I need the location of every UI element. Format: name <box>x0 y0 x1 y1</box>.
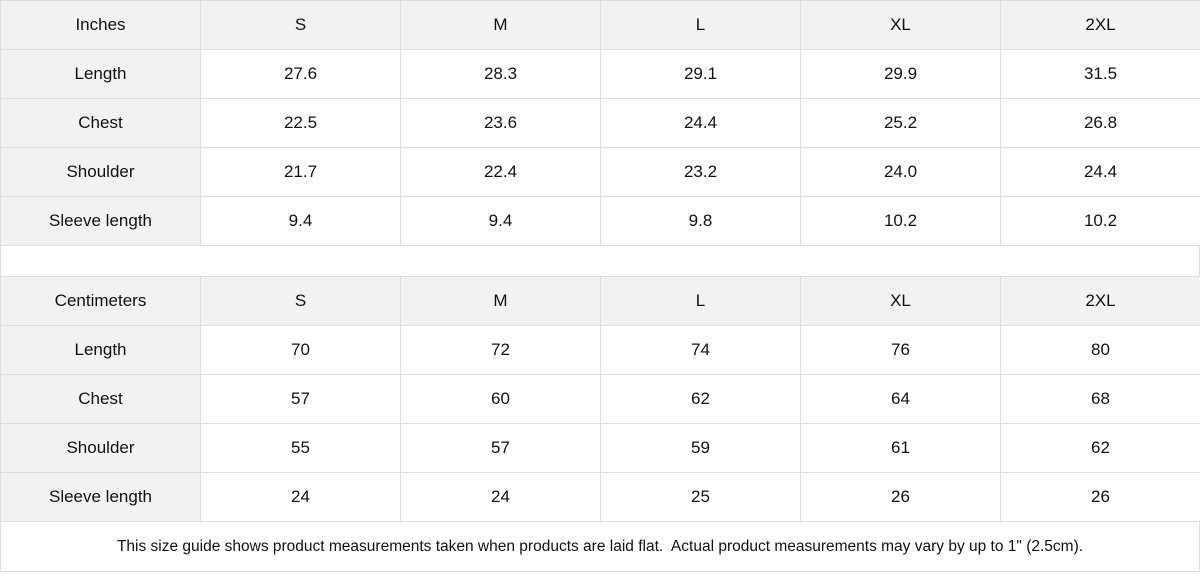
measurement-cell: 60 <box>400 374 601 424</box>
table-row: Shoulder 21.7 22.4 23.2 24.0 24.4 <box>0 147 1200 197</box>
measurement-cell: 61 <box>800 423 1001 473</box>
measurement-cell: 9.4 <box>400 196 601 246</box>
measurement-cell: 76 <box>800 325 1001 375</box>
size-header: M <box>400 0 601 50</box>
size-guide-note: This size guide shows product measuremen… <box>0 522 1200 572</box>
measurement-cell: 28.3 <box>400 49 601 99</box>
unit-header: Centimeters <box>0 276 201 326</box>
measurement-cell: 23.6 <box>400 98 601 148</box>
table-row: Sleeve length 24 24 25 26 26 <box>0 472 1200 522</box>
measurement-cell: 70 <box>200 325 401 375</box>
measurement-cell: 22.4 <box>400 147 601 197</box>
measurement-cell: 10.2 <box>1000 196 1200 246</box>
size-header: M <box>400 276 601 326</box>
measurement-cell: 26 <box>1000 472 1200 522</box>
measurement-cell: 23.2 <box>600 147 801 197</box>
measurement-cell: 26.8 <box>1000 98 1200 148</box>
measurement-cell: 9.4 <box>200 196 401 246</box>
measurement-cell: 24.0 <box>800 147 1001 197</box>
measurement-cell: 57 <box>400 423 601 473</box>
measurement-cell: 68 <box>1000 374 1200 424</box>
measurement-cell: 24.4 <box>600 98 801 148</box>
unit-header: Inches <box>0 0 201 50</box>
size-header: L <box>600 0 801 50</box>
measurement-cell: 55 <box>200 423 401 473</box>
measurement-cell: 24 <box>200 472 401 522</box>
table-row: Shoulder 55 57 59 61 62 <box>0 423 1200 473</box>
table-row: Length 27.6 28.3 29.1 29.9 31.5 <box>0 49 1200 99</box>
measurement-cell: 57 <box>200 374 401 424</box>
size-header: 2XL <box>1000 276 1200 326</box>
measurement-cell: 24 <box>400 472 601 522</box>
size-header: L <box>600 276 801 326</box>
table-row: Sleeve length 9.4 9.4 9.8 10.2 10.2 <box>0 196 1200 246</box>
size-header: S <box>200 0 401 50</box>
measurement-cell: 74 <box>600 325 801 375</box>
size-header: 2XL <box>1000 0 1200 50</box>
size-table-centimeters: Centimeters S M L XL 2XL Length 70 72 74 76 80 Chest… <box>0 276 1200 522</box>
measurement-cell: 64 <box>800 374 1001 424</box>
table-row: Length 70 72 74 76 80 <box>0 325 1200 375</box>
measurement-cell: 21.7 <box>200 147 401 197</box>
size-header: XL <box>800 276 1001 326</box>
row-label: Length <box>0 325 201 375</box>
row-label: Sleeve length <box>0 472 201 522</box>
table-spacer <box>0 246 1200 276</box>
measurement-cell: 9.8 <box>600 196 801 246</box>
row-label: Shoulder <box>0 147 201 197</box>
measurement-cell: 29.1 <box>600 49 801 99</box>
row-label: Chest <box>0 98 201 148</box>
measurement-cell: 24.4 <box>1000 147 1200 197</box>
measurement-cell: 72 <box>400 325 601 375</box>
table-row: Chest 22.5 23.6 24.4 25.2 26.8 <box>0 98 1200 148</box>
measurement-cell: 25.2 <box>800 98 1001 148</box>
header-row: Centimeters S M L XL 2XL <box>0 276 1200 326</box>
header-row: Inches S M L XL 2XL <box>0 0 1200 50</box>
row-label: Chest <box>0 374 201 424</box>
measurement-cell: 10.2 <box>800 196 1001 246</box>
measurement-cell: 59 <box>600 423 801 473</box>
measurement-cell: 25 <box>600 472 801 522</box>
measurement-cell: 26 <box>800 472 1001 522</box>
measurement-cell: 29.9 <box>800 49 1001 99</box>
size-table-inches: Inches S M L XL 2XL Length 27.6 28.3 29.1 29.9 31.5… <box>0 0 1200 246</box>
size-header: XL <box>800 0 1001 50</box>
row-label: Shoulder <box>0 423 201 473</box>
row-label: Length <box>0 49 201 99</box>
measurement-cell: 31.5 <box>1000 49 1200 99</box>
size-header: S <box>200 276 401 326</box>
measurement-cell: 22.5 <box>200 98 401 148</box>
measurement-cell: 80 <box>1000 325 1200 375</box>
measurement-cell: 62 <box>1000 423 1200 473</box>
measurement-cell: 62 <box>600 374 801 424</box>
measurement-cell: 27.6 <box>200 49 401 99</box>
row-label: Sleeve length <box>0 196 201 246</box>
table-row: Chest 57 60 62 64 68 <box>0 374 1200 424</box>
